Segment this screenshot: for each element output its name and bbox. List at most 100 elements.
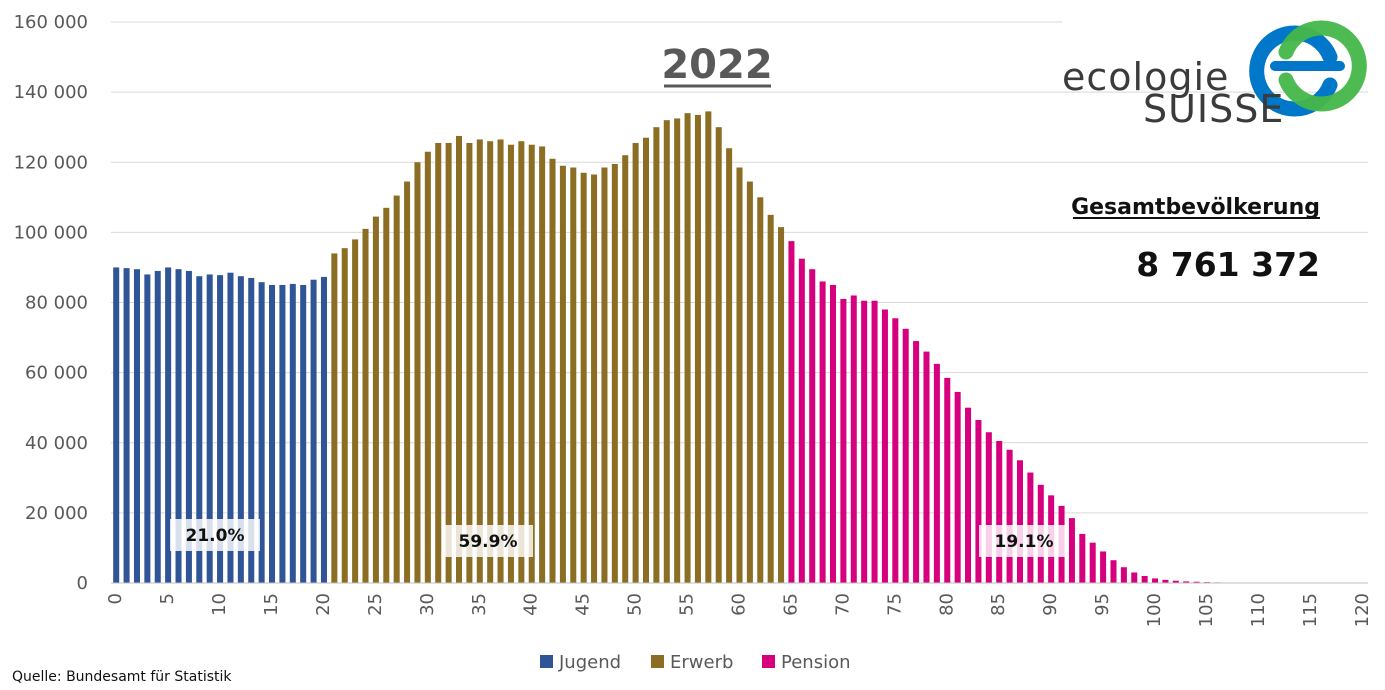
y-tick-label: 0 bbox=[77, 573, 88, 594]
x-tick-label: 30 bbox=[417, 593, 438, 616]
legend-swatch-pension bbox=[762, 655, 775, 668]
bar-jugend-age-20 bbox=[320, 276, 327, 583]
bar-pension-age-103 bbox=[1183, 581, 1190, 583]
y-tick-label: 20 000 bbox=[25, 503, 88, 524]
bar-erwerb-age-45 bbox=[580, 172, 587, 584]
bar-erwerb-age-57 bbox=[705, 111, 712, 584]
x-tick-label: 110 bbox=[1248, 593, 1269, 627]
bar-pension-age-67 bbox=[809, 269, 816, 583]
y-tick-label: 40 000 bbox=[25, 433, 88, 454]
bar-erwerb-age-21 bbox=[331, 253, 338, 583]
legend-label-jugend: Jugend bbox=[558, 652, 621, 673]
bar-pension-age-95 bbox=[1100, 551, 1107, 583]
x-tick-label: 15 bbox=[261, 593, 282, 616]
bar-erwerb-age-34 bbox=[466, 142, 473, 583]
bar-erwerb-age-63 bbox=[767, 214, 774, 583]
bar-erwerb-age-41 bbox=[539, 146, 546, 584]
bar-pension-age-68 bbox=[819, 281, 826, 583]
share-annotations: 21.0% 59.9% 19.1% bbox=[170, 519, 1069, 557]
y-axis-ticks: 0 20 000 40 000 60 000 80 000 100 000 120 000 1… bbox=[14, 12, 88, 594]
share-annotation: 19.1% bbox=[995, 532, 1054, 552]
annotation-background bbox=[443, 525, 533, 557]
bar-pension-age-92 bbox=[1068, 518, 1075, 583]
bar-erwerb-age-59 bbox=[726, 148, 733, 583]
bar-pension-age-93 bbox=[1079, 533, 1086, 583]
bar-pension-age-82 bbox=[965, 407, 972, 583]
bar-erwerb-age-60 bbox=[736, 167, 743, 583]
bar-pension-age-76 bbox=[902, 328, 909, 583]
bar-jugend-age-12 bbox=[237, 276, 244, 583]
bar-erwerb-age-47 bbox=[601, 167, 608, 583]
bar-pension-age-80 bbox=[944, 377, 951, 583]
bar-erwerb-age-27 bbox=[393, 195, 400, 583]
bar-jugend-age-9 bbox=[206, 274, 213, 583]
x-tick-label: 10 bbox=[209, 593, 230, 616]
y-tick-label: 140 000 bbox=[14, 82, 88, 103]
bar-erwerb-age-42 bbox=[549, 158, 556, 583]
bar-pension-age-104 bbox=[1193, 581, 1200, 583]
bar-pension-age-65 bbox=[788, 241, 795, 583]
bar-jugend-age-1 bbox=[123, 268, 130, 583]
bar-pension-age-70 bbox=[840, 298, 847, 583]
logo-text-line2: SUISSE bbox=[1143, 87, 1284, 131]
bar-jugend-age-16 bbox=[279, 284, 286, 583]
x-tick-label: 100 bbox=[1144, 593, 1165, 627]
bar-jugend-age-10 bbox=[217, 275, 224, 583]
bar-pension-age-73 bbox=[871, 300, 878, 583]
bar-pension-age-81 bbox=[954, 391, 961, 583]
bar-erwerb-age-22 bbox=[341, 248, 348, 583]
bar-pension-age-69 bbox=[829, 284, 837, 583]
y-tick-label: 60 000 bbox=[25, 363, 88, 384]
legend-swatch-jugend bbox=[540, 655, 553, 668]
x-tick-label: 75 bbox=[884, 593, 905, 616]
bar-erwerb-age-64 bbox=[778, 227, 785, 583]
bar-pension-age-75 bbox=[892, 318, 899, 583]
bar-erwerb-age-46 bbox=[591, 174, 598, 583]
bar-erwerb-age-30 bbox=[424, 151, 431, 583]
bar-pension-age-72 bbox=[861, 300, 868, 583]
bar-pension-age-71 bbox=[850, 295, 857, 583]
bar-jugend-age-4 bbox=[154, 270, 161, 583]
bar-pension-age-79 bbox=[933, 363, 940, 583]
x-tick-label: 50 bbox=[625, 593, 646, 616]
bar-jugend-age-19 bbox=[310, 279, 317, 583]
bar-erwerb-age-32 bbox=[445, 142, 452, 583]
bar-erwerb-age-33 bbox=[455, 135, 463, 583]
bar-jugend-age-3 bbox=[144, 274, 151, 583]
bar-pension-age-101 bbox=[1162, 579, 1169, 583]
total-value: 8 761 372 bbox=[1136, 245, 1320, 284]
x-tick-label: 90 bbox=[1040, 593, 1061, 616]
bar-erwerb-age-38 bbox=[507, 144, 514, 583]
share-annotation: 21.0% bbox=[186, 526, 245, 546]
bar-jugend-age-17 bbox=[289, 283, 296, 583]
x-tick-label: 35 bbox=[469, 593, 490, 616]
logo-text-line1: ecologie bbox=[1062, 55, 1229, 99]
bar-jugend-age-5 bbox=[165, 267, 172, 583]
y-tick-label: 100 000 bbox=[14, 222, 88, 243]
bar-erwerb-age-58 bbox=[715, 127, 722, 583]
bar-erwerb-age-54 bbox=[674, 118, 681, 583]
y-tick-label: 160 000 bbox=[14, 12, 88, 33]
bar-pension-age-74 bbox=[881, 309, 888, 583]
bar-pension-age-84 bbox=[985, 432, 992, 583]
bar-pension-age-86 bbox=[1006, 449, 1013, 583]
x-tick-label: 60 bbox=[729, 593, 750, 616]
bar-erwerb-age-26 bbox=[383, 207, 390, 584]
x-tick-label: 25 bbox=[365, 593, 386, 616]
bar-jugend-age-6 bbox=[175, 269, 182, 583]
x-axis-ticks: 0 5 10 15 20 25 30 35 40 45 50 55 60 65 70 75 80 85 90 95 10… bbox=[105, 593, 1373, 627]
bar-erwerb-age-56 bbox=[694, 114, 701, 584]
bar-erwerb-age-44 bbox=[570, 167, 577, 583]
legend-label-pension: Pension bbox=[781, 652, 851, 673]
x-tick-label: 45 bbox=[573, 593, 594, 616]
x-tick-label: 5 bbox=[157, 593, 178, 604]
bar-jugend-age-15 bbox=[269, 284, 276, 583]
x-tick-label: 40 bbox=[521, 593, 542, 616]
x-tick-label: 80 bbox=[936, 593, 957, 616]
bar-erwerb-age-40 bbox=[528, 144, 535, 583]
bar-erwerb-age-37 bbox=[497, 139, 504, 583]
bar-erwerb-age-52 bbox=[653, 127, 660, 583]
x-tick-label: 55 bbox=[677, 593, 698, 616]
bar-erwerb-age-24 bbox=[362, 228, 369, 583]
